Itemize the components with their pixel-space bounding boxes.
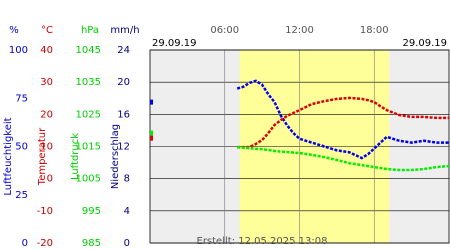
y-tick-label: 40: [40, 45, 53, 56]
footer: Erstellt: 12.05.2025 13:08: [197, 236, 328, 247]
y-tick-label: 0: [47, 174, 53, 185]
y-tick-label: -10: [37, 206, 53, 217]
date-left: 29.09.19: [152, 38, 197, 49]
y-tick-label: 985: [82, 238, 101, 249]
y-tick-label: 8: [124, 174, 130, 185]
axis-unit: %: [9, 25, 19, 36]
y-tick-label: 995: [82, 206, 101, 217]
y-tick-label: 10: [40, 142, 53, 153]
series-line: [237, 145, 450, 172]
y-tick-label: 24: [117, 45, 130, 56]
y-tick-label: -20: [37, 238, 53, 249]
axis-unit: hPa: [81, 25, 99, 36]
y-tick-label: 50: [15, 142, 28, 153]
axis-title: Temperatur: [37, 127, 48, 186]
y-tick-label: 1015: [76, 142, 101, 153]
y-tick-label: 16: [117, 109, 130, 120]
series-point: [150, 99, 153, 105]
y-tick-label: 100: [9, 45, 28, 56]
y-tick-label: 1025: [76, 109, 101, 120]
axis-title: Luftdruck: [70, 133, 81, 180]
series-line: [236, 79, 449, 160]
y-tick-label: 1035: [76, 77, 101, 88]
axis-unit: mm/h: [110, 25, 139, 36]
y-tick-label: 1005: [76, 174, 101, 185]
x-tick-label: 06:00: [210, 25, 239, 36]
axis-unit: °C: [41, 25, 53, 36]
y-tick-label: 30: [40, 77, 53, 88]
y-tick-label: 4: [124, 206, 130, 217]
y-tick-label: 1045: [76, 45, 101, 56]
y-tick-label: 75: [15, 93, 28, 104]
series-point: [150, 130, 153, 136]
y-tick-label: 0: [124, 238, 130, 249]
series-line: [237, 96, 449, 149]
x-tick-label: 18:00: [360, 25, 389, 36]
y-tick-label: 0: [22, 238, 28, 249]
axis-title: Niederschlag: [110, 124, 121, 189]
date-right: 29.09.19: [402, 38, 447, 49]
y-tick-label: 12: [117, 142, 130, 153]
series-point: [150, 135, 153, 141]
y-tick-label: 25: [15, 190, 28, 201]
axis-title: Luftfeuchtigkeit: [3, 117, 14, 195]
plot-border: [149, 49, 450, 244]
x-tick-label: 12:00: [285, 25, 314, 36]
y-tick-label: 20: [117, 77, 130, 88]
y-tick-label: 20: [40, 109, 53, 120]
